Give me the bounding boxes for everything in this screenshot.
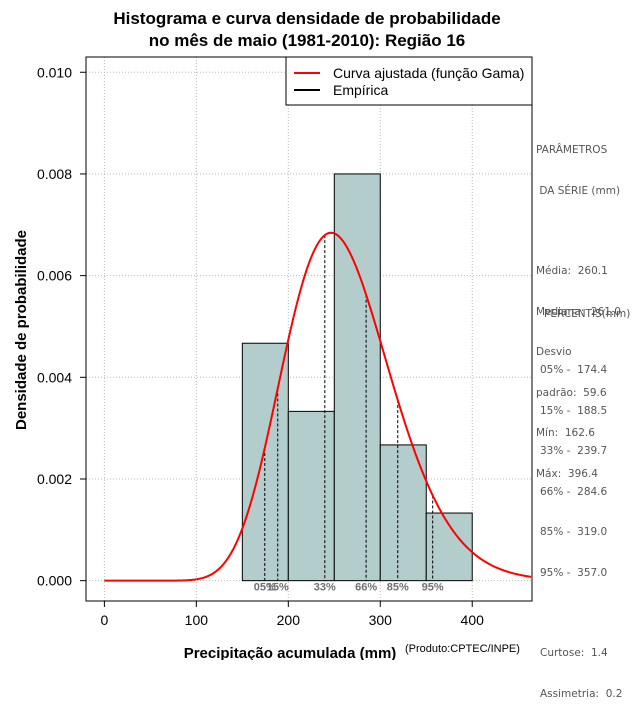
chart-title-line-1: Histograma e curva densidade de probabil… xyxy=(113,9,500,28)
x-axis-label: Precipitação acumulada (mm) xyxy=(184,645,397,660)
y-tick-label: 0.010 xyxy=(37,64,72,80)
std-dev-heading: Desvio xyxy=(536,346,572,358)
percentile-label: 15% xyxy=(267,582,289,594)
x-tick-label: 0 xyxy=(100,612,108,628)
std-dev-value: padrão: 59.6 xyxy=(536,386,607,399)
percentiles-heading: PERCENTIS(mm) xyxy=(544,308,631,320)
y-axis: 0.000 0.002 0.004 0.006 0.008 0.010 xyxy=(37,64,86,589)
histogram-chart: Histograma e curva densidade de probabil… xyxy=(13,9,533,660)
chart-title-line-2: no mês de maio (1981-2010): Região 16 xyxy=(149,31,466,50)
skewness-value: Assimetria: 0.2 xyxy=(540,687,623,700)
percentiles-panel: 05% - 174.4 15% - 188.5 33% - 239.7 66% … xyxy=(540,337,622,715)
y-tick-label: 0.006 xyxy=(37,268,72,284)
x-tick-label: 400 xyxy=(461,612,485,628)
y-axis-label: Densidade de probabilidade xyxy=(13,230,30,430)
percentile-row: 85% - 319.0 xyxy=(540,526,608,538)
x-tick-label: 200 xyxy=(277,612,301,628)
percentile-label: 95% xyxy=(422,582,444,594)
min-value: Mín: 162.6 xyxy=(536,427,595,439)
histogram-bar xyxy=(333,173,381,582)
y-tick-label: 0.002 xyxy=(37,471,72,487)
y-tick-label: 0.004 xyxy=(37,369,72,385)
gamma-density-curve xyxy=(104,231,532,582)
x-axis: 0 100 200 300 400 xyxy=(100,600,485,628)
histogram-bar xyxy=(287,410,335,582)
percentile-label: 05% xyxy=(254,582,276,594)
histogram-bar xyxy=(379,444,427,582)
legend-label-curve: Curva ajustada (função Gama) xyxy=(333,65,524,81)
product-credit: (Produto:CPTEC/INPE) xyxy=(405,643,520,655)
percentile-lines xyxy=(264,235,434,581)
histogram-bar xyxy=(241,342,289,582)
histogram-bars xyxy=(241,173,473,582)
parameters-heading-1: PARÂMETROS xyxy=(536,144,608,156)
max-value: Máx: 396.4 xyxy=(536,467,598,480)
percentile-row: 15% - 188.5 xyxy=(540,404,608,417)
percentile-label: 66% xyxy=(355,582,377,594)
x-tick-label: 300 xyxy=(369,612,393,628)
percentile-row: 66% - 284.6 xyxy=(540,485,608,498)
y-tick-label: 0.008 xyxy=(37,166,72,182)
percentile-label: 33% xyxy=(314,582,336,594)
y-tick-label: 0.000 xyxy=(37,573,72,589)
percentile-row: 33% - 239.7 xyxy=(540,445,608,457)
parameters-heading-2: DA SÉRIE (mm) xyxy=(536,184,621,197)
legend-box xyxy=(285,56,533,106)
legend: Curva ajustada (função Gama) Empírica xyxy=(285,56,533,106)
percentile-row: 95% - 357.0 xyxy=(540,566,608,579)
kurtosis-value: Curtose: 1.4 xyxy=(540,647,608,659)
series-parameters-panel: PARÂMETROS DA SÉRIE (mm) Média: 260.1 Me… xyxy=(536,117,621,495)
median-value: Mediana: 261.0 xyxy=(536,305,621,318)
legend-label-empirical: Empírica xyxy=(333,82,388,98)
percentile-labels: 05%15% 33% 66% 85% 95% xyxy=(254,582,444,594)
percentile-row: 05% - 174.4 xyxy=(540,364,608,376)
mean-value: Média: 260.1 xyxy=(536,265,608,277)
x-tick-label: 100 xyxy=(185,612,209,628)
percentile-label: 85% xyxy=(387,582,409,594)
